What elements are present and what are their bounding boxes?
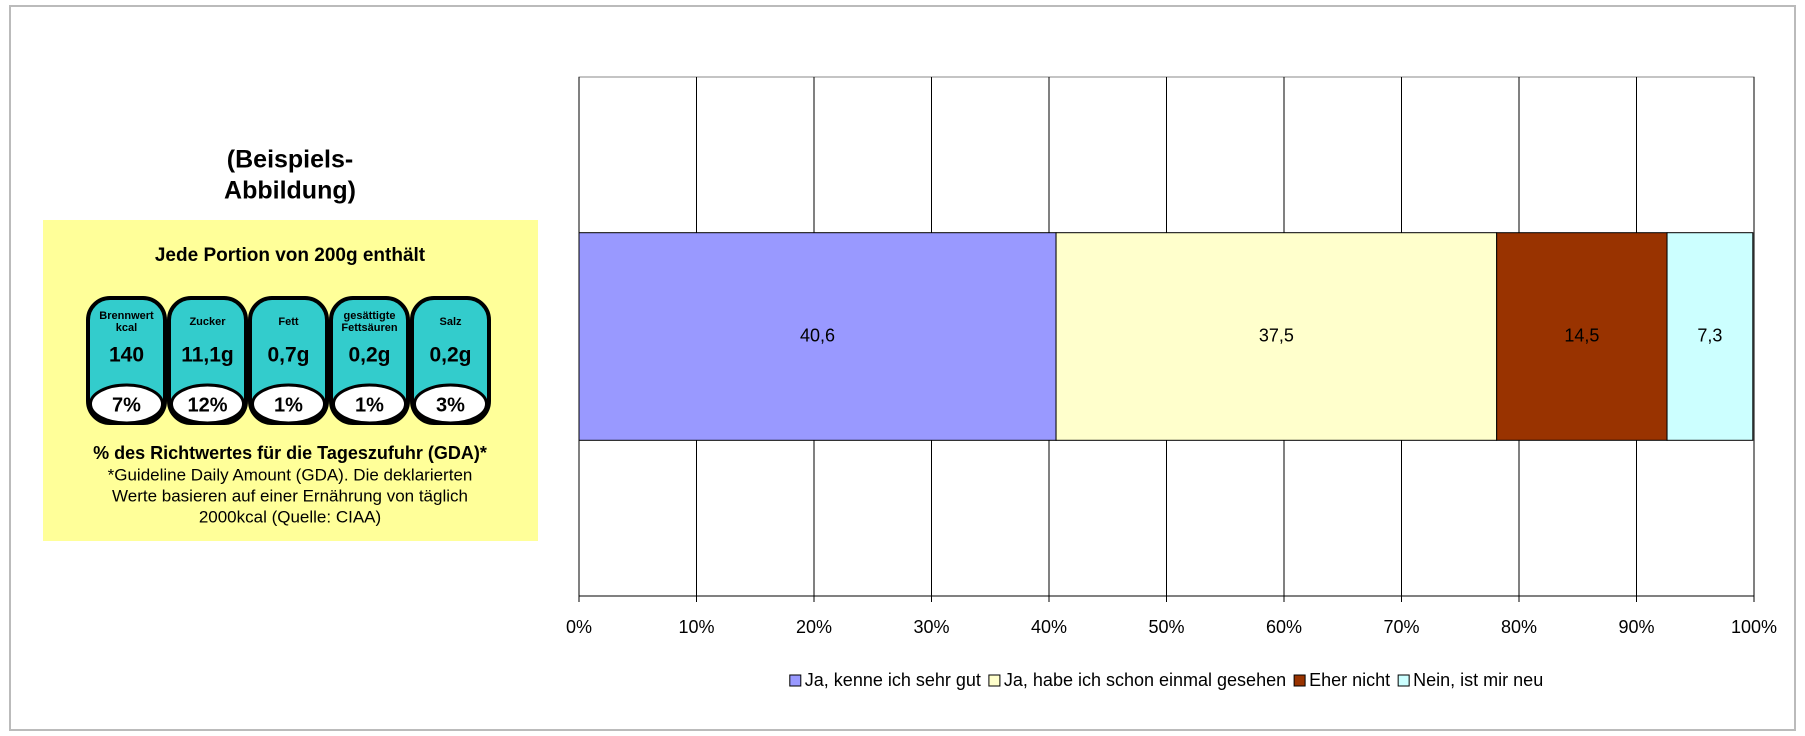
x-tick-label: 90% xyxy=(1618,617,1654,637)
bar-segment xyxy=(1496,232,1668,441)
nutrient-percent: 1% xyxy=(355,394,384,416)
x-tick-label: 50% xyxy=(1148,617,1184,637)
nutrient-percent: 7% xyxy=(112,394,141,416)
nutrient-percent: 12% xyxy=(187,394,227,416)
caption: (Beispiels- xyxy=(227,146,353,174)
legend-label: Ja, habe ich schon einmal gesehen xyxy=(1004,670,1286,690)
x-tick-label: 40% xyxy=(1031,617,1067,637)
nutrient-name: Zucker xyxy=(189,316,226,328)
x-tick-label: 30% xyxy=(913,617,949,637)
percent-oval xyxy=(413,383,488,425)
x-tick-label: 60% xyxy=(1266,617,1302,637)
value-label: 40,6 xyxy=(800,325,835,345)
value-label: 7,3 xyxy=(1697,325,1722,345)
x-tick-label: 0% xyxy=(566,617,592,637)
nutrient-name: Fettsäuren xyxy=(341,322,398,334)
legend-label: Ja, kenne ich sehr gut xyxy=(805,670,981,690)
percent-oval xyxy=(332,383,407,425)
legend-label: Eher nicht xyxy=(1309,670,1390,690)
nutrient-name: Fett xyxy=(278,316,299,328)
nutrient-percent: 3% xyxy=(436,394,465,416)
nutrient-amount: 140 xyxy=(109,344,144,367)
footer-line: Werte basieren auf einer Ernährung von t… xyxy=(112,486,468,505)
x-tick-label: 80% xyxy=(1501,617,1537,637)
caption: Abbildung) xyxy=(224,177,356,205)
bar-segment xyxy=(1055,232,1498,441)
nutrient-name: Brennwert xyxy=(99,310,154,322)
footer-line: *Guideline Daily Amount (GDA). Die dekla… xyxy=(108,465,473,484)
nutrient-amount: 0,2g xyxy=(348,344,390,367)
legend-swatch xyxy=(789,674,802,687)
percent-oval xyxy=(89,383,164,425)
nutrient-name: Salz xyxy=(439,316,462,328)
label-heading: Jede Portion von 200g enthält xyxy=(155,245,426,266)
legend-swatch xyxy=(1293,674,1306,687)
footer-bold: % des Richtwertes für die Tageszufuhr (G… xyxy=(93,443,487,463)
value-label: 14,5 xyxy=(1564,325,1599,345)
x-tick-label: 20% xyxy=(796,617,832,637)
nutrient-amount: 11,1g xyxy=(181,344,234,367)
nutrient-amount: 0,7g xyxy=(267,344,309,367)
x-tick-label: 100% xyxy=(1731,617,1777,637)
nutrient-name: kcal xyxy=(116,322,137,334)
legend-label: Nein, ist mir neu xyxy=(1413,670,1543,690)
footer-line: 2000kcal (Quelle: CIAA) xyxy=(199,507,381,526)
value-label: 37,5 xyxy=(1259,325,1294,345)
nutrient-amount: 0,2g xyxy=(429,344,471,367)
nutrient-name: gesättigte xyxy=(344,310,396,322)
bar-segment xyxy=(1666,232,1754,441)
nutrient-percent: 1% xyxy=(274,394,303,416)
percent-oval xyxy=(170,383,245,425)
legend-swatch xyxy=(1397,674,1410,687)
percent-oval xyxy=(251,383,326,425)
legend-swatch xyxy=(988,674,1001,687)
x-tick-label: 70% xyxy=(1383,617,1419,637)
x-tick-label: 10% xyxy=(678,617,714,637)
